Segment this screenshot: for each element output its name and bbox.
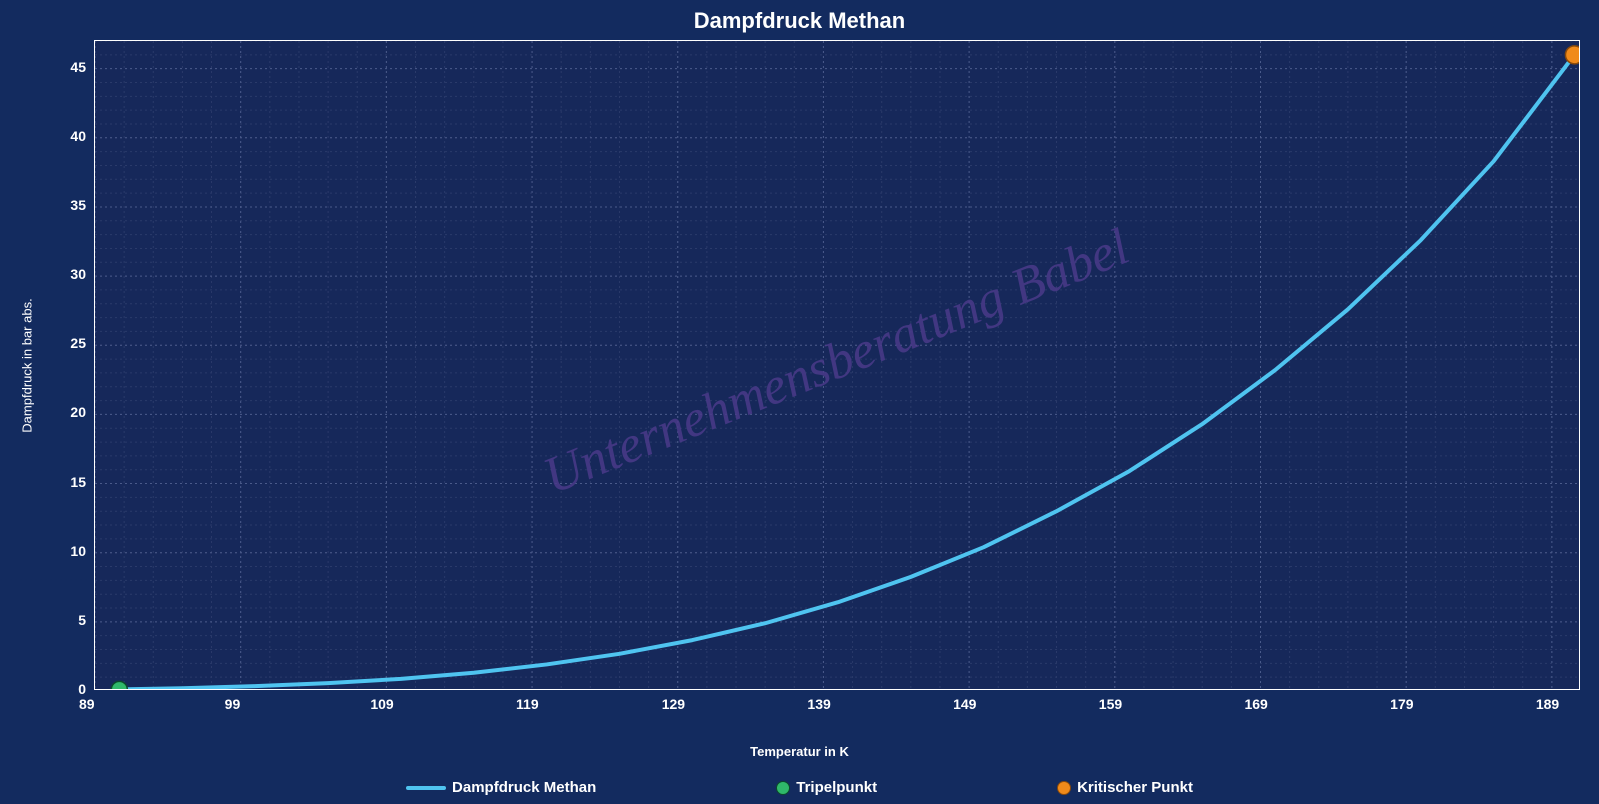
legend-item-kritisch: Kritischer Punkt — [1057, 779, 1193, 796]
x-tick: 119 — [516, 696, 539, 712]
x-tick: 169 — [1244, 696, 1267, 712]
x-axis-label: Temperatur in K — [0, 744, 1599, 759]
y-axis-label: Dampfdruck in bar abs. — [20, 298, 35, 432]
y-tick: 30 — [70, 266, 86, 282]
x-tick: 189 — [1536, 696, 1559, 712]
y-tick: 45 — [70, 59, 86, 75]
x-tick: 139 — [807, 696, 830, 712]
legend-item-tripel: Tripelpunkt — [776, 779, 877, 796]
y-tick: 0 — [78, 681, 86, 697]
x-tick: 149 — [953, 696, 976, 712]
legend-label: Tripelpunkt — [796, 779, 877, 796]
x-tick: 99 — [225, 696, 241, 712]
y-tick: 25 — [70, 335, 86, 351]
legend-dot-swatch — [776, 781, 790, 795]
legend-dot-swatch — [1057, 781, 1071, 795]
y-tick: 15 — [70, 474, 86, 490]
y-tick: 20 — [70, 404, 86, 420]
legend-label: Dampfdruck Methan — [452, 779, 596, 796]
y-tick: 35 — [70, 197, 86, 213]
chart-plot-area: Unternehmensberatung Babel — [94, 40, 1580, 690]
legend-item-line: Dampfdruck Methan — [406, 779, 596, 796]
x-tick: 129 — [662, 696, 685, 712]
svg-text:Unternehmensberatung Babel: Unternehmensberatung Babel — [536, 218, 1137, 505]
chart-legend: Dampfdruck Methan Tripelpunkt Kritischer… — [0, 779, 1599, 796]
x-tick: 159 — [1099, 696, 1122, 712]
y-tick: 5 — [78, 612, 86, 628]
x-tick: 109 — [370, 696, 393, 712]
chart-title: Dampfdruck Methan — [0, 8, 1599, 34]
x-tick: 179 — [1390, 696, 1413, 712]
x-tick: 89 — [79, 696, 95, 712]
legend-line-swatch — [406, 786, 446, 790]
y-tick: 10 — [70, 543, 86, 559]
legend-label: Kritischer Punkt — [1077, 779, 1193, 796]
y-tick: 40 — [70, 128, 86, 144]
